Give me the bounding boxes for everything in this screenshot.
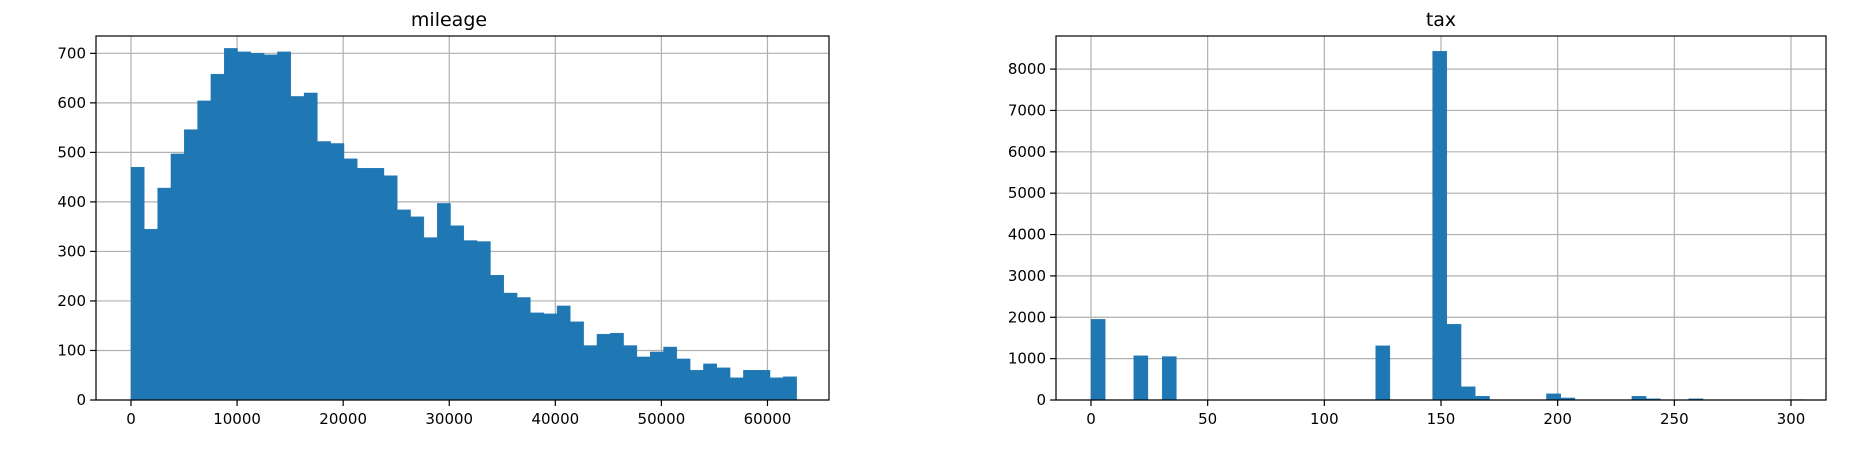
mileage-histogram-bar (663, 346, 678, 401)
mileage-histogram-bar (303, 92, 318, 401)
tax-histogram-bar (1546, 393, 1561, 401)
mileage-histogram-bar (716, 367, 731, 401)
mileage-histogram-bar (263, 54, 278, 401)
mileage-histogram-bar (383, 175, 398, 401)
mileage-histogram-bar (184, 129, 198, 401)
tax-histogram: 0 50 100 150 200 250 3000100020003000400050006… (1008, 35, 1827, 428)
tax-histogram-bar (1133, 355, 1149, 401)
mileage-histogram-bar (570, 321, 584, 401)
mileage-histogram-bar (330, 143, 345, 401)
mileage-x-tick-label: 0 (126, 410, 136, 428)
mileage-y-tick-label: 100 (57, 341, 86, 359)
tax-histogram-bar (1446, 324, 1462, 401)
tax-y-tick-label: 5000 (1008, 184, 1046, 202)
tax-y-tick-label: 6000 (1008, 143, 1046, 161)
mileage-y-tick-label: 300 (57, 242, 86, 260)
mileage-histogram-bar (423, 237, 438, 401)
mileage-histogram-bar (543, 313, 558, 401)
mileage-plot-frame (95, 35, 830, 401)
mileage-histogram-bar (503, 292, 518, 401)
tax-chart-title: tax (1426, 9, 1456, 31)
mileage-histogram-bar (250, 53, 265, 401)
tax-y-tick-label: 3000 (1008, 267, 1046, 285)
mileage-y-tick-label: 400 (57, 193, 86, 211)
mileage-histogram-bar (703, 363, 717, 401)
tax-y-tick-label: 1000 (1008, 350, 1046, 368)
mileage-histogram-bar (237, 51, 252, 401)
mileage-histogram-bar (223, 48, 238, 401)
mileage-histogram-bar (170, 153, 185, 401)
mileage-histogram-bar (343, 158, 358, 401)
tax-y-tick-label: 2000 (1008, 308, 1046, 326)
mileage-histogram-bar (650, 351, 664, 401)
mileage-histogram-bar (144, 228, 158, 401)
tax-histogram-bar (1090, 319, 1106, 401)
tax-histogram-bar (1161, 356, 1177, 401)
mileage-histogram-bar (610, 332, 624, 401)
mileage-histogram-bar (743, 370, 757, 401)
mileage-histogram-bar (676, 358, 691, 401)
mileage-histogram-bar (756, 370, 771, 401)
tax-x-tick-label: 300 (1777, 410, 1806, 428)
mileage-histogram-bar (530, 312, 544, 401)
mileage-histogram-bar (463, 240, 478, 401)
mileage-histogram-bar (596, 333, 611, 401)
tax-y-tick-label: 0 (1036, 391, 1046, 409)
mileage-histogram-bar (357, 168, 371, 401)
mileage-histogram-bar (490, 275, 504, 401)
mileage-histogram-bar (317, 141, 331, 401)
mileage-x-tick-label: 20000 (319, 410, 367, 428)
tax-y-tick-label: 7000 (1008, 101, 1046, 119)
mileage-histogram-bar (410, 216, 425, 401)
mileage-histogram-bar (623, 345, 638, 401)
mileage-y-tick-label: 0 (76, 391, 86, 409)
mileage-histogram-bar (769, 377, 784, 401)
mileage-y-tick-label: 700 (57, 44, 86, 62)
tax-x-tick-label: 150 (1427, 410, 1456, 428)
tax-histogram-bar (1432, 51, 1448, 401)
mileage-histogram-bar (210, 73, 225, 401)
tax-histogram-bar (1375, 345, 1391, 401)
mileage-histogram-bar (197, 100, 212, 401)
tax-histogram-bar (1460, 386, 1476, 401)
mileage-histogram-bar (370, 168, 385, 401)
mileage-histogram-bar (729, 377, 744, 401)
mileage-histogram-bar (157, 187, 172, 401)
mileage-x-tick-label: 60000 (744, 410, 792, 428)
mileage-histogram-bar (583, 345, 598, 401)
tax-y-tick-label: 4000 (1008, 226, 1046, 244)
tax-x-tick-label: 50 (1198, 410, 1217, 428)
mileage-histogram-bar (397, 209, 411, 401)
mileage-histogram-bar (450, 225, 465, 401)
mileage-x-tick-label: 40000 (531, 410, 579, 428)
tax-y-tick-label: 8000 (1008, 60, 1046, 78)
mileage-histogram-bar (689, 370, 704, 401)
tax-x-tick-label: 250 (1660, 410, 1689, 428)
mileage-histogram-bar (130, 167, 145, 401)
mileage-chart-title: mileage (411, 9, 487, 31)
tax-x-tick-label: 0 (1086, 410, 1096, 428)
mileage-y-tick-label: 500 (57, 143, 86, 161)
mileage-x-tick-label: 50000 (638, 410, 686, 428)
mileage-x-tick-label: 30000 (425, 410, 473, 428)
mileage-histogram-bar (277, 51, 291, 401)
mileage-x-tick-label: 10000 (213, 410, 261, 428)
mileage-histogram-bar (556, 305, 571, 401)
mileage-histogram-bar (636, 356, 651, 401)
tax-x-tick-label: 200 (1543, 410, 1572, 428)
mileage-histogram-bar (437, 203, 451, 401)
mileage-histogram: 0 10000 20000 30000 40000 50000 60000 0 100 200 30… (57, 35, 830, 428)
mileage-histogram-bar (516, 297, 531, 401)
tax-x-tick-label: 100 (1310, 410, 1339, 428)
mileage-histogram-bar (783, 376, 797, 401)
mileage-y-tick-label: 200 (57, 292, 86, 310)
mileage-histogram-bar (290, 96, 305, 401)
mileage-histogram-bar (476, 241, 491, 401)
mileage-y-tick-label: 600 (57, 94, 86, 112)
